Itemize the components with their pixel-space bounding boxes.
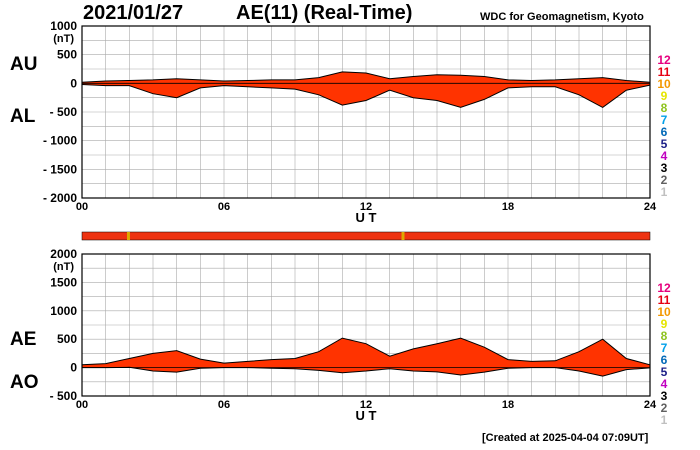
index-title: AE(11) (Real-Time) — [236, 2, 413, 24]
y-tick-label: 0 — [70, 361, 77, 375]
station-label: 10 — [657, 77, 671, 91]
grid-lines — [81, 253, 651, 397]
x-axis-label: U T — [356, 408, 377, 423]
station-label: 11 — [658, 65, 671, 79]
y-tick-label: 1000 — [50, 304, 77, 318]
side-label-ae: AE — [10, 329, 36, 350]
station-label: 4 — [661, 377, 668, 391]
station-label: 5 — [661, 137, 668, 151]
x-tick-label: 12 — [360, 201, 372, 213]
station-label: 12 — [657, 53, 671, 67]
station-label: 10 — [657, 305, 671, 319]
y-axis-unit: (nT) — [53, 33, 74, 45]
station-label: 1 — [661, 185, 668, 199]
grid-lines — [81, 25, 651, 199]
series-line-au — [81, 71, 651, 83]
x-tick-label: 18 — [502, 201, 514, 213]
side-label-ao: AO — [10, 372, 39, 393]
index-fill-area — [82, 338, 650, 377]
x-tick-label: 00 — [76, 201, 88, 213]
x-tick-label: 06 — [218, 201, 230, 213]
station-label: 11 — [658, 293, 671, 307]
y-tick-label: 500 — [57, 332, 77, 346]
y-tick-label: - 1500 — [43, 162, 77, 176]
station-label: 7 — [661, 341, 668, 355]
y-tick-label: 1000 — [50, 19, 77, 33]
station-label: 7 — [661, 113, 668, 127]
station-label: 1 — [661, 413, 668, 427]
status-bar-mark — [401, 232, 405, 240]
x-tick-label: 06 — [218, 399, 230, 411]
station-label: 8 — [661, 329, 668, 343]
y-tick-label: - 500 — [50, 105, 78, 119]
x-tick-label: 12 — [360, 399, 372, 411]
y-tick-label: 500 — [57, 48, 77, 62]
side-label-al: AL — [10, 106, 36, 127]
x-tick-label: 24 — [644, 201, 657, 213]
y-tick-label: 2000 — [50, 247, 77, 261]
x-tick-label: 00 — [76, 399, 88, 411]
status-bar-mark — [126, 232, 130, 240]
station-label: 3 — [661, 161, 668, 175]
series-line-ae — [81, 337, 651, 366]
side-label-au: AU — [10, 54, 37, 75]
y-axis-unit: (nT) — [53, 261, 74, 273]
station-label: 4 — [661, 149, 668, 163]
y-tick-label: 0 — [70, 76, 77, 90]
station-label: 3 — [661, 389, 668, 403]
station-label: 9 — [661, 89, 668, 103]
station-label: 6 — [661, 125, 668, 139]
y-tick-label: - 2000 — [43, 191, 77, 205]
station-label: 9 — [661, 317, 668, 331]
institution-label: WDC for Geomagnetism, Kyoto — [480, 11, 644, 23]
x-tick-label: 18 — [502, 399, 514, 411]
date-title: 2021/01/27 — [83, 2, 184, 24]
station-label: 8 — [661, 101, 668, 115]
plot-frame — [81, 253, 651, 397]
station-label: 2 — [661, 401, 668, 415]
x-axis-label: U T — [356, 210, 377, 225]
created-timestamp: [Created at 2025-04-04 07:09UT] — [482, 432, 649, 444]
index-fill-area — [82, 71, 650, 108]
station-label: 12 — [657, 281, 671, 295]
y-tick-label: - 500 — [50, 389, 78, 403]
series-line-al — [81, 84, 651, 108]
y-tick-label: - 1000 — [43, 134, 77, 148]
x-tick-label: 24 — [644, 399, 657, 411]
station-label: 6 — [661, 353, 668, 367]
station-label: 5 — [661, 365, 668, 379]
station-label: 2 — [661, 173, 668, 187]
y-tick-label: 1500 — [50, 275, 77, 289]
plot-frame — [81, 25, 651, 199]
station-status-bar — [81, 231, 651, 241]
